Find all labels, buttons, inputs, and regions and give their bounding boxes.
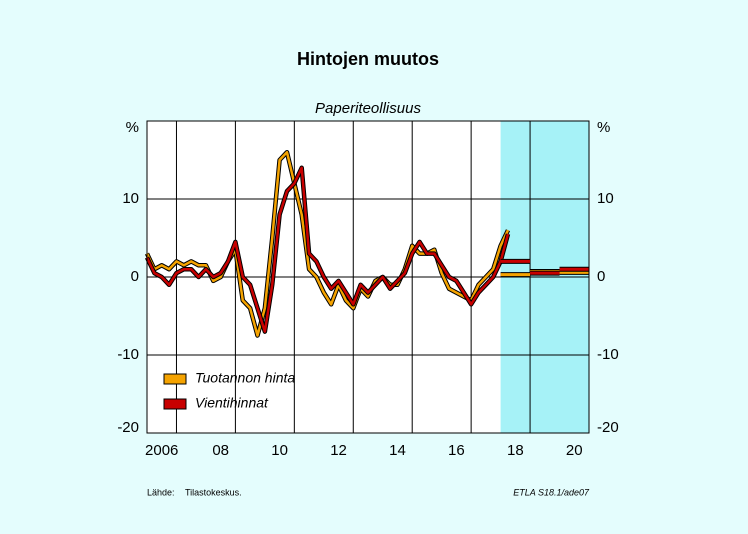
y2-tick-label: 0 <box>597 268 605 285</box>
chart-title: Hintojen muutos <box>297 49 439 69</box>
x-tick-label: 18 <box>507 442 524 459</box>
legend-label: Vientihinnat <box>195 395 269 411</box>
x-tick-label: 10 <box>271 442 288 459</box>
y-tick-label: % <box>126 119 139 136</box>
y-tick-label: -20 <box>117 419 139 436</box>
y-tick-label: 0 <box>131 268 139 285</box>
x-tick-label: 16 <box>448 442 465 459</box>
chart-code: ETLA S18.1/ade07 <box>513 487 590 497</box>
y2-tick-label: 10 <box>597 190 614 207</box>
y2-tick-label: % <box>597 119 610 136</box>
x-tick-label: 14 <box>389 442 406 459</box>
y2-tick-label: -10 <box>597 346 619 363</box>
x-tick-label: 2006 <box>145 442 178 459</box>
y-tick-label: 10 <box>122 190 139 207</box>
x-tick-label: 08 <box>212 442 229 459</box>
source: Tilastokeskus. <box>185 487 242 497</box>
y-tick-label: -10 <box>117 346 139 363</box>
x-tick-label: 20 <box>566 442 583 459</box>
series-line <box>145 166 510 333</box>
legend-label: Tuotannon hinta <box>195 370 295 386</box>
source-label: Lähde: <box>147 487 175 497</box>
x-tick-label: 12 <box>330 442 347 459</box>
y2-tick-label: -20 <box>597 419 619 436</box>
legend-swatch <box>163 398 187 410</box>
chart-subtitle: Paperiteollisuus <box>315 100 421 117</box>
legend-swatch <box>163 373 187 385</box>
plot-border <box>146 120 590 434</box>
